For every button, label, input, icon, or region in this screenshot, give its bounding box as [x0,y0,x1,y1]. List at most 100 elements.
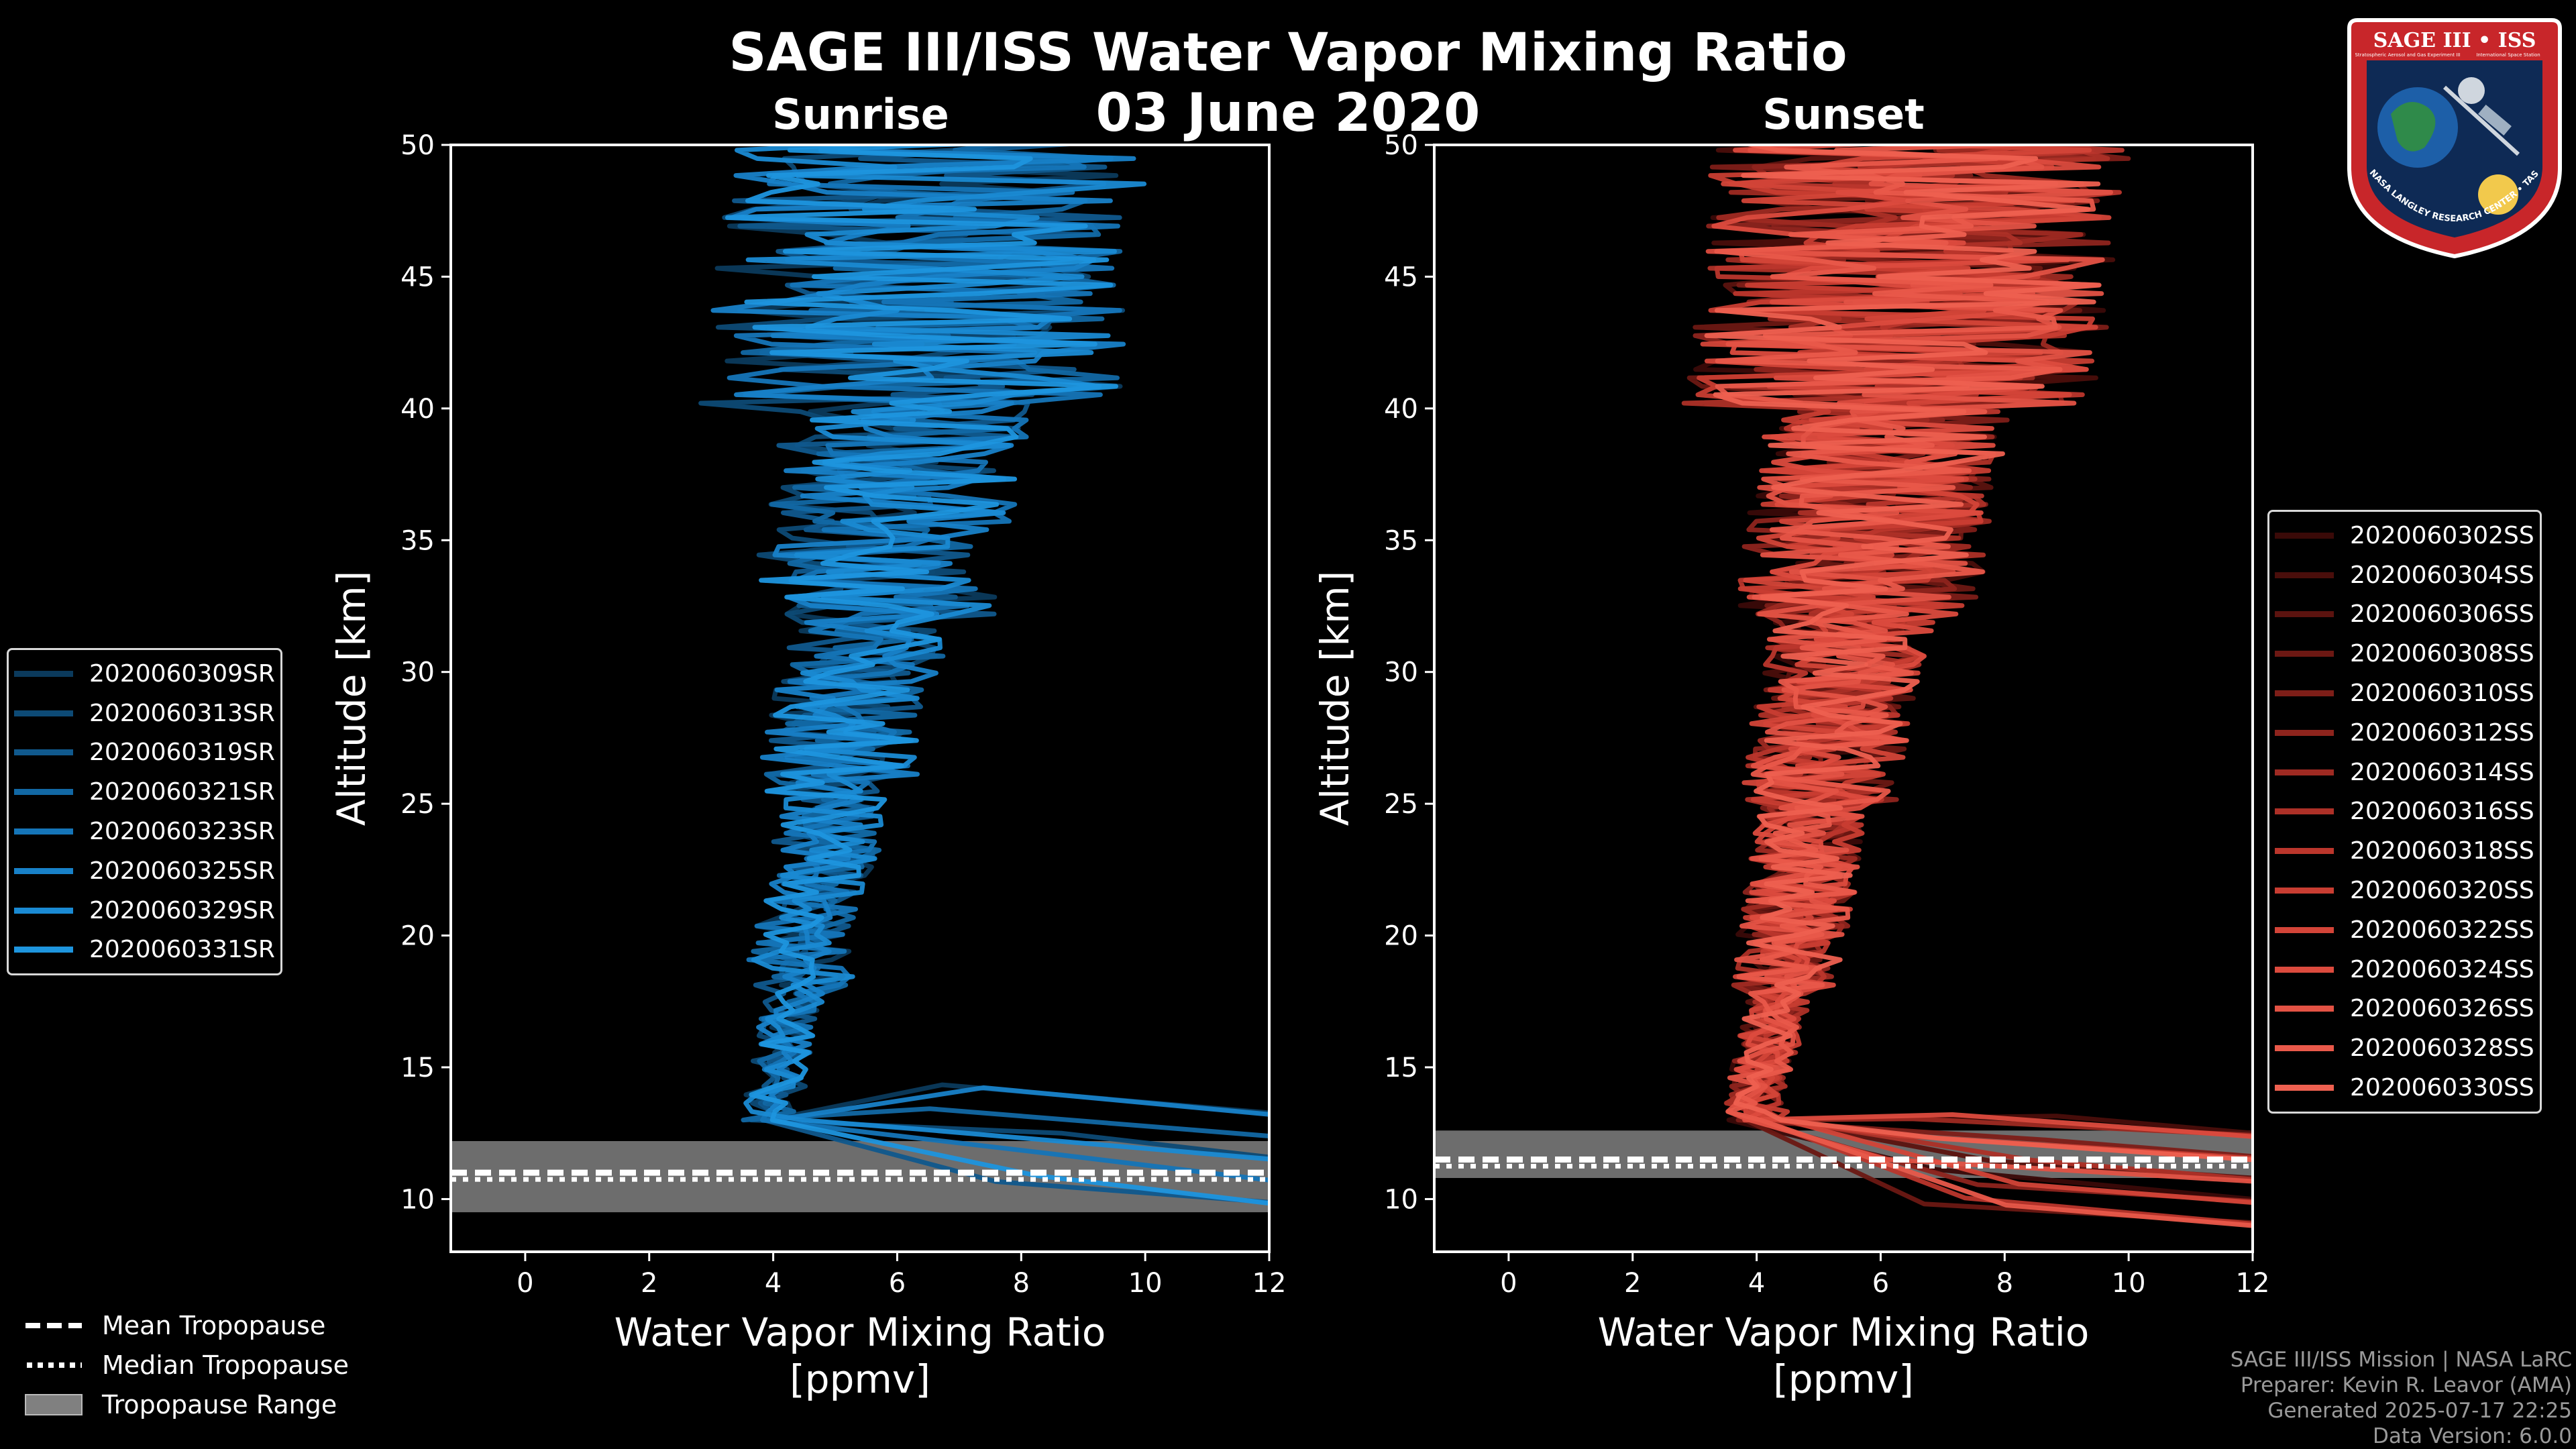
y-tick-label: 25 [400,789,435,820]
footer-line: Data Version: 6.0.0 [2372,1424,2572,1448]
profile-line-2020060323SR [727,145,1269,1183]
legend-line-swatch [2275,729,2334,736]
legend-entry: 2020060314SS [2275,753,2534,792]
legend-entry: 2020060321SR [14,772,275,812]
legend-label: 2020060325SR [89,857,275,885]
plot-area-sunset: 0 2 4 6 8 10 12 10 15 20 25 30 35 40 45 50 Water Vapor M… [1312,130,2269,1402]
dashed-line-icon [24,1321,83,1330]
tropopause-legend-label: Tropopause Range [102,1389,337,1419]
x-tick-label: 4 [1748,1268,1765,1299]
legend-entry: 2020060308SS [2275,634,2534,674]
legend-label: 2020060304SS [2350,561,2534,589]
legend-line-swatch [14,670,73,677]
y-tick-label: 20 [400,921,435,952]
legend-line-swatch [2275,848,2334,855]
tropopause-legend-range: Tropopause Range [24,1385,349,1424]
figure-title: SAGE III/ISS Water Vapor Mixing Ratio [729,23,1847,83]
panel-title-sunset: Sunset [1762,90,1925,139]
logo-subtitle-left: Stratospheric Aerosol and Gas Experiment… [2355,52,2460,58]
y-tick-label: 15 [1384,1053,1418,1083]
x-tick-label: 8 [1996,1268,2013,1299]
legend-line-swatch [2275,651,2334,657]
legend-label: 2020060306SS [2350,600,2534,629]
tropopause-legend: Mean Tropopause Median Tropopause Tropop… [24,1305,349,1424]
legend-entry: 2020060304SS [2275,555,2534,595]
legend-line-swatch [14,710,73,716]
y-axis-label: Altitude [km] [1312,571,1358,826]
legend-line-swatch [2275,966,2334,973]
legend-entry: 2020060312SS [2275,713,2534,753]
profile-lines [1681,145,2253,1228]
x-tick-label: 0 [1500,1268,1517,1299]
x-tick-label: 6 [889,1268,906,1299]
x-tick-label: 4 [765,1268,782,1299]
y-tick-label: 45 [400,262,435,292]
y-tick-label: 30 [1384,657,1418,688]
legend-label: 2020060324SS [2350,955,2534,983]
legend-entry: 2020060319SR [14,733,275,773]
legend-entry: 2020060320SS [2275,871,2534,910]
x-tick-label: 10 [1128,1268,1163,1299]
y-tick-label: 10 [1384,1184,1418,1215]
legend-entry: 2020060326SS [2275,989,2534,1029]
y-tick-label: 15 [400,1053,435,1083]
legend-entry: 2020060330SS [2275,1068,2534,1108]
legend-line-swatch [2275,1006,2334,1012]
x-axis-label: [ppmv] [1773,1356,1914,1402]
legend-line-swatch [2275,808,2334,815]
x-tick-label: 12 [1252,1268,1287,1299]
legend-label: 2020060330SS [2350,1074,2534,1102]
legend-line-swatch [2275,1085,2334,1091]
legend-label: 2020060329SR [89,896,275,924]
legend-label: 2020060323SR [89,818,275,846]
legend-entry: 2020060322SS [2275,910,2534,950]
tropopause-legend-label: Median Tropopause [102,1350,349,1380]
legend-line-swatch [2275,769,2334,775]
legend-label: 2020060326SS [2350,995,2534,1023]
profile-line-2020060326SS [1717,145,2253,1184]
legend-entry: 2020060331SR [14,930,275,970]
plot-area-sunrise: 0 2 4 6 8 10 12 10 15 20 25 30 35 40 45 50 Water Vapor M… [329,130,1286,1402]
footer-credits: SAGE III/ISS Mission | NASA LaRC Prepare… [2231,1347,2572,1449]
legend-line-swatch [2275,690,2334,697]
legend-label: 2020060319SR [89,739,275,767]
gray-box-icon [24,1393,83,1416]
legend-entry: 2020060309SR [14,654,275,694]
profile-lines [698,145,1269,1206]
x-tick-label: 6 [1872,1268,1889,1299]
sage-iss-logo: SAGE III • ISS Stratospheric Aerosol and… [2344,13,2562,259]
legend-entry: 2020060324SS [2275,950,2534,989]
legend-label: 2020060316SS [2350,798,2534,826]
legend-label: 2020060322SS [2350,916,2534,944]
y-tick-label: 35 [400,525,435,556]
legend-label: 2020060328SS [2350,1034,2534,1063]
x-tick-label: 2 [641,1268,657,1299]
tropopause-legend-label: Mean Tropopause [102,1310,326,1340]
legend-line-swatch [2275,926,2334,933]
y-tick-label: 30 [400,657,435,688]
axes-frame [1433,144,2254,1253]
legend-entry: 2020060329SR [14,891,275,930]
legend-label: 2020060320SS [2350,877,2534,905]
legend-line-swatch [14,867,73,874]
legend-entry: 2020060302SS [2275,516,2534,555]
legend-entry: 2020060306SS [2275,595,2534,635]
y-axis-label: Altitude [km] [329,571,374,826]
legend-line-swatch [14,947,73,953]
x-axis-label: Water Vapor Mixing Ratio [1598,1309,2090,1355]
footer-line: Preparer: Kevin R. Leavor (AMA) [2240,1373,2572,1397]
legend-label: 2020060309SR [89,659,275,688]
tropopause-range-band [451,1141,1269,1213]
footer-line: Generated 2025-07-17 22:25 [2267,1399,2572,1423]
legend-entry: 2020060323SR [14,812,275,851]
legend-label: 2020060302SS [2350,521,2534,549]
legend-line-swatch [2275,888,2334,894]
legend-line-swatch [14,828,73,835]
legend-entry: 2020060316SS [2275,792,2534,832]
legend-entry: 2020060328SS [2275,1028,2534,1068]
legend-label: 2020060310SS [2350,680,2534,708]
legend-label: 2020060312SS [2350,718,2534,747]
y-tick-label: 40 [400,394,435,425]
legend-sunset: 2020060302SS 2020060304SS 2020060306SS 2020… [2267,510,2542,1114]
